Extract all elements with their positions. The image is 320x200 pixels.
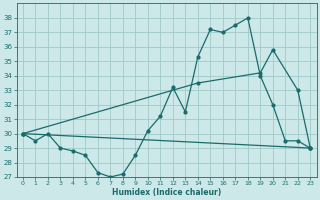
X-axis label: Humidex (Indice chaleur): Humidex (Indice chaleur) — [112, 188, 221, 197]
